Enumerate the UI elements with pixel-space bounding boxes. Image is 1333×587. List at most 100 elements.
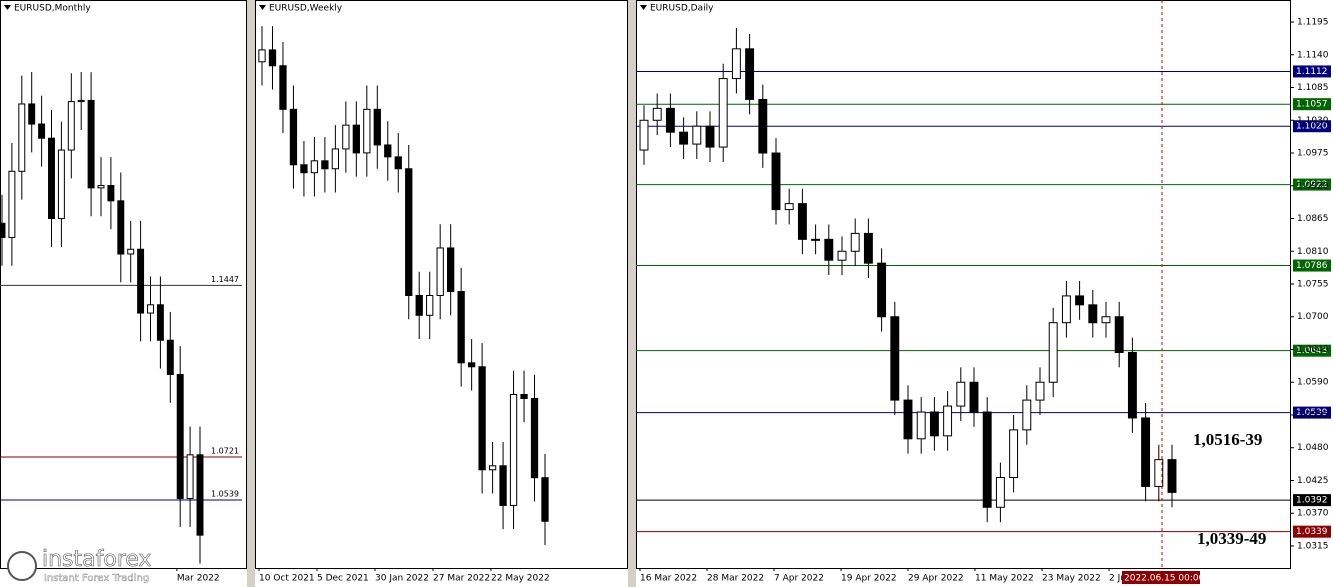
candle-body: [467, 362, 476, 368]
candle-body: [18, 103, 26, 172]
candle-body: [1088, 304, 1098, 324]
candle-body: [784, 203, 794, 211]
y-tick-label: 1.0425: [1297, 476, 1329, 486]
level-tag: [1293, 494, 1331, 507]
candle-body: [718, 78, 728, 148]
y-tick-label: 1.0700: [1297, 312, 1329, 322]
candle-body: [1075, 295, 1085, 306]
level-label: 1.1447: [211, 275, 239, 284]
y-tick-label: 1.0480: [1297, 443, 1329, 453]
candle-body: [436, 247, 444, 296]
candle-body: [289, 108, 298, 166]
candle-body: [679, 131, 689, 145]
candle-body: [758, 98, 768, 154]
level-label: 1.0721: [211, 446, 239, 455]
candle-body: [310, 160, 319, 174]
candle-body: [156, 304, 164, 341]
candle-body: [48, 137, 55, 220]
annotation: 1,0516-39: [1193, 430, 1262, 449]
candle-body: [731, 48, 741, 80]
candle-body: [969, 381, 979, 413]
candle-body: [1141, 417, 1151, 487]
candle-body: [797, 203, 807, 240]
watermark: instaforex Instant Forex Trading: [7, 547, 152, 584]
candle-body: [331, 148, 340, 170]
candle-body: [147, 304, 154, 314]
separator: [628, 0, 636, 587]
level-tag: [1293, 120, 1331, 133]
candle-body: [268, 49, 277, 67]
candle-body: [352, 124, 360, 154]
y-tick-label: 1.0535: [1297, 410, 1329, 420]
y-tick-label: 1.0755: [1297, 280, 1329, 290]
y-tick-label: 1.0810: [1297, 247, 1329, 257]
candle-body: [363, 108, 371, 154]
level-tag: [1293, 259, 1331, 272]
x-tick-label: 16 Mar 2022: [640, 574, 697, 584]
candle-body: [279, 65, 287, 110]
candle-body: [652, 107, 662, 121]
candle-body: [87, 99, 95, 189]
chart-title: EURUSD,Daily: [650, 4, 714, 14]
candle-body: [0, 222, 6, 238]
level-tag: [1293, 98, 1331, 111]
candle-body: [541, 477, 549, 522]
candle-body: [1061, 295, 1071, 324]
level-tag: [1293, 406, 1331, 419]
candle-body: [499, 465, 507, 506]
candle-body: [457, 291, 465, 364]
candle-body: [692, 125, 702, 145]
x-tick-label: 27 Mar 2022: [433, 574, 490, 584]
candle-body: [705, 125, 715, 148]
y-tick-label: 1.0645: [1297, 345, 1329, 355]
y-tick-label: 1.0590: [1297, 378, 1329, 388]
x-tick-label: 10 Oct 2021: [259, 574, 315, 584]
candle-body: [956, 381, 966, 407]
candle-body: [300, 164, 308, 174]
candle-body: [196, 454, 204, 536]
level-label: 1.0922: [1296, 180, 1328, 190]
level-label: 1.1020: [1296, 122, 1328, 132]
y-tick-label: 1.1195: [1297, 18, 1329, 28]
candle-body: [824, 238, 834, 261]
logo: [7, 551, 37, 581]
chart-title: EURUSD,Weekly: [269, 4, 343, 14]
level-tag: [1293, 65, 1331, 78]
brand: instaforex: [42, 547, 152, 572]
candle-body: [166, 339, 174, 375]
candle-body: [1035, 381, 1045, 401]
candle-body: [97, 184, 105, 189]
candle-body: [405, 168, 413, 296]
candle-body: [426, 294, 434, 316]
candle-body: [665, 107, 675, 133]
y-tick-label: 1.0865: [1297, 214, 1329, 224]
y-tick-label: 1.1030: [1297, 116, 1329, 126]
candle-body: [415, 294, 423, 316]
x-tick-label: 19 Apr 2022: [841, 574, 897, 584]
slogan: Instant Forex Trading: [44, 573, 149, 584]
y-tick-label: 1.0920: [1297, 181, 1329, 191]
x-tick-label: 7 Apr 2022: [774, 574, 824, 584]
x-tick-label: 23 May 2022: [1042, 574, 1101, 584]
candle-body: [995, 477, 1005, 508]
candle-body: [38, 123, 46, 139]
candle-body: [321, 160, 329, 170]
plot-frame: [255, 0, 628, 569]
candle-body: [771, 152, 781, 211]
candle-body: [186, 454, 194, 500]
y-tick-label: 1.0370: [1297, 509, 1329, 519]
candle-body: [176, 373, 184, 500]
time-label: 2022.06.15 00:00: [1124, 574, 1205, 584]
candle-body: [8, 170, 16, 238]
candle-body: [117, 200, 125, 255]
x-tick-label: 11 May 2022: [975, 574, 1034, 584]
candle-body: [863, 232, 873, 264]
level-label: 1.1057: [1296, 100, 1328, 110]
time-tag: [1122, 571, 1200, 584]
level-tag: [1293, 344, 1331, 357]
candle-body: [1022, 399, 1032, 431]
level-label: 1.1112: [1296, 67, 1328, 77]
candle-body: [837, 250, 847, 261]
candle-body: [1009, 429, 1019, 479]
x-tick-label: 29 Apr 2022: [908, 574, 964, 584]
